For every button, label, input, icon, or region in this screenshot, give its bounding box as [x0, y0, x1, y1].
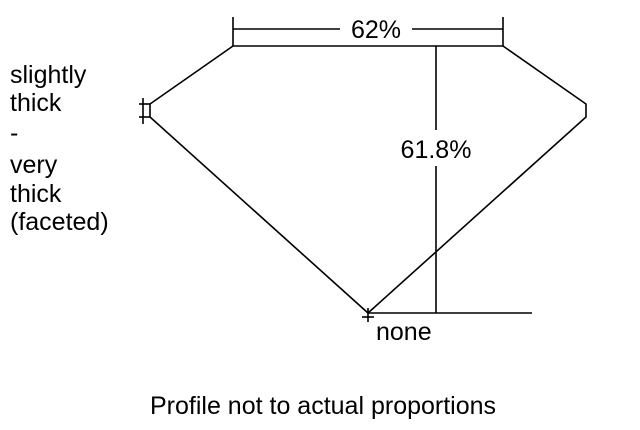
girdle-label: slightly thick - very thick (faceted): [10, 61, 109, 236]
girdle-label-line: thick: [10, 89, 62, 117]
girdle-label-line: (faceted): [10, 208, 109, 236]
girdle-label-line: thick: [10, 180, 62, 208]
culet-label: none: [376, 318, 432, 346]
girdle-label-line: -: [10, 119, 18, 147]
girdle-label-line: very: [10, 151, 58, 179]
table-percentage-label: 62%: [351, 16, 401, 44]
depth-percentage-label: 61.8%: [401, 136, 472, 164]
footer-note: Profile not to actual proportions: [150, 392, 496, 420]
girdle-label-line: slightly: [10, 61, 87, 89]
gem-outline: [149, 45, 587, 315]
